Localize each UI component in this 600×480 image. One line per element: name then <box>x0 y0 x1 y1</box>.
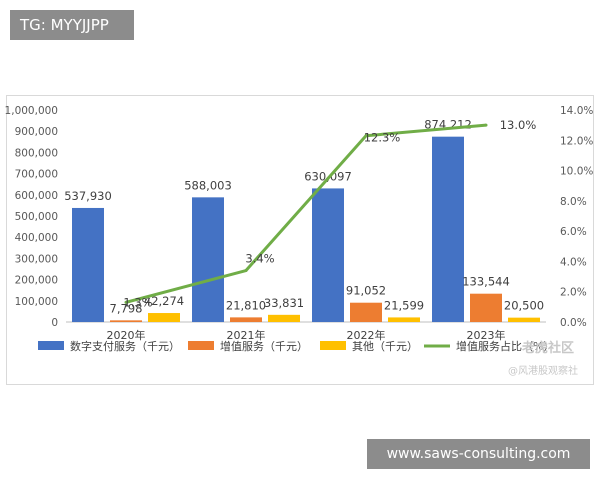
channel-tag: TG: MYYJJPP <box>10 10 134 40</box>
y-left-tick-label: 600,000 <box>15 190 58 202</box>
x-tick-label: 2023年 <box>467 328 506 342</box>
bar-3 <box>388 317 420 322</box>
y-left-tick-label: 700,000 <box>15 169 58 181</box>
x-tick-label: 2021年 <box>227 328 266 342</box>
line-data-label: 3.4% <box>245 252 274 266</box>
line-point <box>484 123 488 127</box>
bar-data-label: 588,003 <box>184 178 232 192</box>
legend-label: 其他（千元） <box>352 340 418 353</box>
line-data-label: 1.3% <box>123 295 152 309</box>
bar-2 <box>110 320 142 322</box>
bar-3 <box>148 313 180 322</box>
y-left-tick-label: 0 <box>51 317 58 329</box>
bar-2 <box>350 302 382 322</box>
bar-1 <box>192 197 224 322</box>
chart-frame <box>6 95 594 385</box>
y-left-tick-label: 800,000 <box>15 147 58 159</box>
y-left-tick-label: 1,000,000 <box>5 105 58 117</box>
y-right-tick-label: 10.0% <box>560 166 593 178</box>
bar-data-label: 42,274 <box>144 294 184 308</box>
y-right-tick-label: 8.0% <box>560 196 587 208</box>
footer-site-banner: www.saws-consulting.com <box>367 439 590 469</box>
bar-2 <box>230 317 262 322</box>
watermark-brand: 老虎社区 <box>521 341 574 356</box>
y-left-tick-label: 100,000 <box>15 296 58 308</box>
bar-data-label: 21,810 <box>226 298 266 312</box>
line-series <box>125 123 487 304</box>
line-data-label: 13.0% <box>500 118 537 132</box>
line-point <box>244 269 248 273</box>
x-tick-label: 2020年 <box>107 328 146 342</box>
bar-data-label: 537,930 <box>64 189 112 203</box>
bar-data-label: 33,831 <box>264 296 304 310</box>
y-right-tick-label: 2.0% <box>560 287 587 299</box>
y-right-tick-label: 14.0% <box>560 105 593 117</box>
y-right-tick-label: 0.0% <box>560 317 587 329</box>
y-left-tick-label: 500,000 <box>15 211 58 223</box>
y-left-tick-label: 200,000 <box>15 275 58 287</box>
legend-swatch <box>188 341 214 350</box>
bar-data-label: 133,544 <box>462 275 510 289</box>
line-data-label: 12.3% <box>364 131 401 145</box>
bar-1 <box>312 188 344 322</box>
bar-1 <box>432 136 464 322</box>
legend-swatch <box>320 341 346 350</box>
legend-swatch <box>38 341 64 350</box>
bar-data-label: 21,599 <box>384 298 424 312</box>
y-left-tick-label: 400,000 <box>15 232 58 244</box>
bar-3 <box>508 317 540 322</box>
legend-label: 增值服务占比（%） <box>456 339 554 353</box>
bar-data-label: 7,798 <box>110 301 143 315</box>
watermark-author: @风港股观察社 <box>508 366 578 377</box>
bar-2 <box>470 293 502 322</box>
line-point <box>364 134 368 138</box>
bar-data-label: 20,500 <box>504 299 544 313</box>
bar-1 <box>72 207 104 322</box>
x-tick-label: 2022年 <box>347 328 386 342</box>
y-right-tick-label: 6.0% <box>560 226 587 238</box>
y-left-tick-label: 300,000 <box>15 253 58 265</box>
y-left-tick-label: 900,000 <box>15 126 58 138</box>
y-right-tick-label: 12.0% <box>560 135 593 147</box>
legend-label: 增值服务（千元） <box>220 339 308 353</box>
y-right-tick-label: 4.0% <box>560 256 587 268</box>
bar-data-label: 91,052 <box>346 284 386 298</box>
line-point <box>124 300 128 304</box>
bar-3 <box>268 314 300 322</box>
legend-label: 数字支付服务（千元） <box>70 339 180 353</box>
